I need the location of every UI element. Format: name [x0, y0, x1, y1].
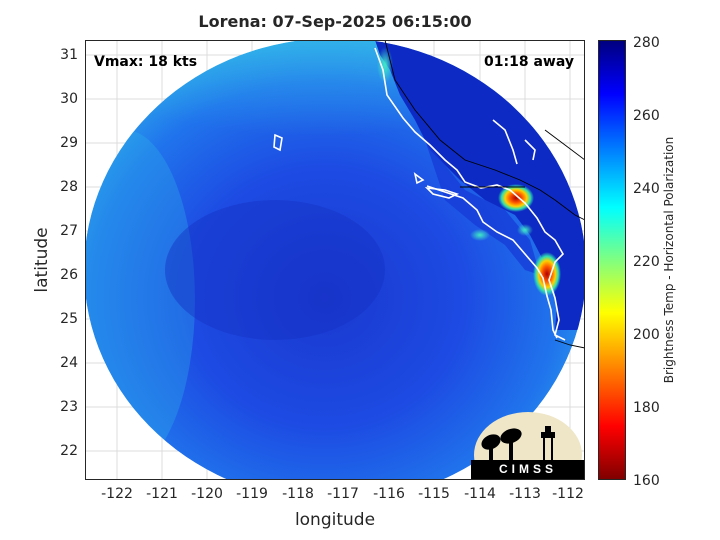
- x-tick-label: -115: [418, 486, 450, 502]
- x-tick-label: -119: [236, 486, 268, 502]
- colorbar-tick-label: 160: [633, 473, 660, 489]
- colorbar-label: Brightness Temp - Horizontal Polarizatio…: [662, 136, 676, 384]
- y-tick-label: 28: [60, 179, 78, 195]
- x-tick-label: -120: [191, 486, 223, 502]
- map-plot: CIMSS: [85, 40, 585, 480]
- colorbar-tick-label: 260: [633, 108, 660, 124]
- x-tick-label: -118: [282, 486, 314, 502]
- y-tick-label: 29: [60, 135, 78, 151]
- x-tick-label: -117: [327, 486, 359, 502]
- colorbar-tick-label: 180: [633, 400, 660, 416]
- axes-box: [85, 40, 585, 480]
- y-tick-label: 24: [60, 355, 78, 371]
- y-axis-label: latitude: [32, 227, 52, 293]
- logo-text: CIMSS: [499, 462, 557, 476]
- colorbar-tick-label: 280: [633, 35, 660, 51]
- time-away-label: 01:18 away: [484, 54, 574, 70]
- y-tick-label: 26: [60, 267, 78, 283]
- x-tick-label: -114: [464, 486, 496, 502]
- y-tick-label: 23: [60, 399, 78, 415]
- x-tick-label: -116: [373, 486, 405, 502]
- y-tick-label: 27: [60, 223, 78, 239]
- cimss-logo: [471, 412, 585, 480]
- colorbar-tick-label: 200: [633, 327, 660, 343]
- y-tick-label: 25: [60, 311, 78, 327]
- y-tick-label: 31: [60, 47, 78, 63]
- x-axis-label: longitude: [294, 510, 376, 530]
- y-tick-label: 22: [60, 443, 78, 459]
- x-tick-label: -112: [552, 486, 584, 502]
- colorbar-tick-label: 240: [633, 181, 660, 197]
- colorbar-tick-label: 220: [633, 254, 660, 270]
- x-tick-label: -113: [509, 486, 541, 502]
- brightness-swath: [85, 40, 585, 480]
- x-tick-label: -121: [146, 486, 178, 502]
- y-tick-label: 30: [60, 91, 78, 107]
- border-lines: [384, 40, 585, 349]
- colorbar: [598, 40, 626, 480]
- coastline: [273, 47, 566, 341]
- map-title: Lorena: 07-Sep-2025 06:15:00: [198, 12, 472, 31]
- vmax-label: Vmax: 18 kts: [94, 54, 198, 70]
- x-tick-label: -122: [101, 486, 133, 502]
